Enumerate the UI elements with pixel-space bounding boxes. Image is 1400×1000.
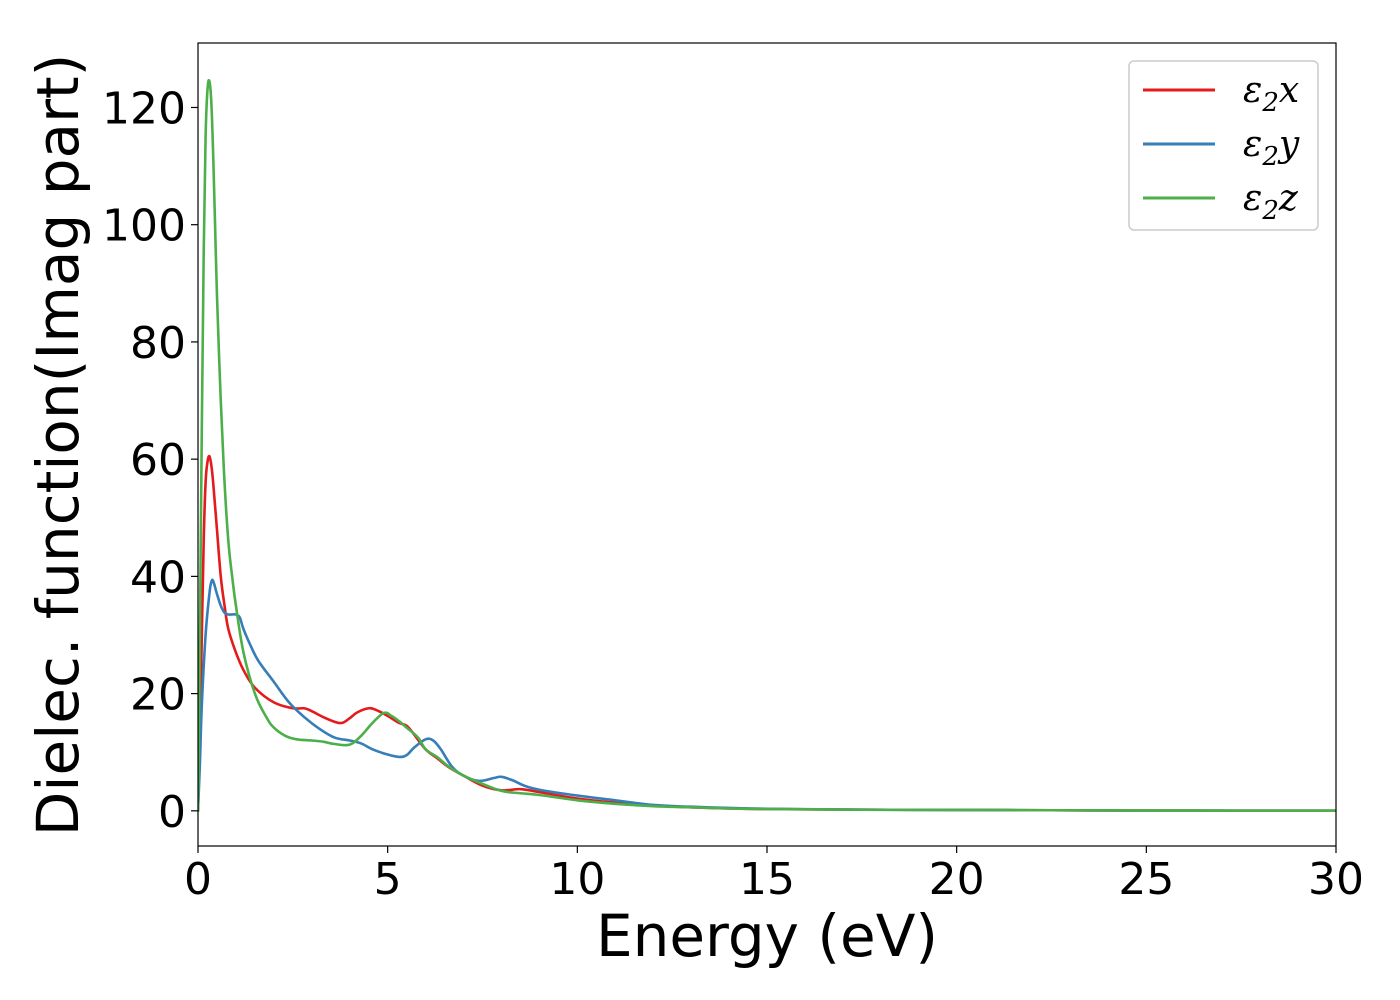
legend-label-z: ε2z (1243, 178, 1299, 226)
legend-label-y: ε2y (1243, 124, 1300, 172)
series-line-z (198, 78, 1336, 813)
x-tick-label: 10 (549, 854, 605, 905)
y-tick-label: 40 (130, 552, 186, 603)
legend-items: ε2x ε2y ε2z (1143, 70, 1300, 226)
x-axis-label: Energy (eV) (596, 902, 938, 970)
y-tick-label: 120 (102, 83, 186, 134)
x-tick-label: 25 (1118, 854, 1174, 905)
y-tick-label: 20 (130, 670, 186, 721)
y-tick-label: 80 (130, 318, 186, 369)
legend-label-x: ε2x (1243, 70, 1299, 118)
x-tick-label: 15 (739, 854, 795, 905)
y-axis-ticks: 0 20 40 60 80 100 120 (102, 83, 198, 838)
x-tick-label: 0 (184, 854, 212, 905)
x-tick-label: 5 (374, 854, 402, 905)
x-tick-label: 20 (929, 854, 985, 905)
x-axis-ticks: 0 5 10 15 20 25 30 (184, 846, 1364, 905)
x-tick-label: 30 (1308, 854, 1364, 905)
y-tick-label: 0 (158, 787, 186, 838)
y-axis-label: Dielec. function(Imag part) (24, 54, 92, 837)
legend-box (1128, 60, 1319, 231)
y-tick-label: 60 (130, 435, 186, 486)
series-layer (198, 78, 1336, 813)
y-tick-label: 100 (102, 201, 186, 252)
legend: ε2x ε2y ε2z (1128, 60, 1319, 231)
